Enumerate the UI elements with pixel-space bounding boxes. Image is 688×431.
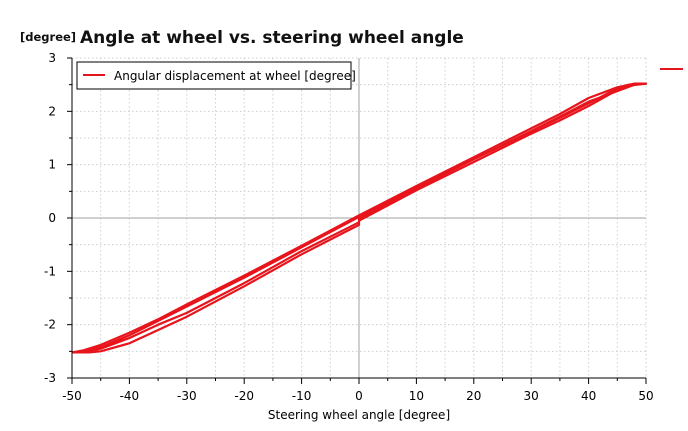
x-tick-label: -50 — [62, 389, 82, 403]
x-tick-label: 20 — [466, 389, 481, 403]
y-tick-label: -2 — [44, 318, 56, 332]
series-line — [71, 82, 648, 354]
series-layer — [71, 82, 648, 354]
x-tick-label: 50 — [638, 389, 653, 403]
y-tick-label: 2 — [48, 104, 56, 118]
x-tick-label: 40 — [581, 389, 596, 403]
x-tick-label: 0 — [355, 389, 363, 403]
legend-box — [76, 61, 352, 90]
axes — [67, 57, 647, 384]
y-unit-label: [degree] — [20, 30, 76, 44]
legend-label: Angular displacement at wheel [degree] — [114, 69, 356, 83]
legend: Angular displacement at wheel [degree] — [76, 61, 356, 90]
x-tick-label: -30 — [177, 389, 197, 403]
x-axis-label: Steering wheel angle [degree] — [268, 408, 450, 422]
y-tick-label: -1 — [44, 264, 56, 278]
y-tick-label: 3 — [48, 51, 56, 65]
y-tick-label: -3 — [44, 371, 56, 385]
y-tick-label: 1 — [48, 158, 56, 172]
x-tick-label: -10 — [292, 389, 312, 403]
x-tick-label: -20 — [234, 389, 254, 403]
x-tick-label: 10 — [409, 389, 424, 403]
chart-title: Angle at wheel vs. steering wheel angle — [80, 28, 464, 48]
y-tick-label: 0 — [48, 211, 56, 225]
x-tick-label: -40 — [120, 389, 140, 403]
x-tick-label: 30 — [524, 389, 539, 403]
